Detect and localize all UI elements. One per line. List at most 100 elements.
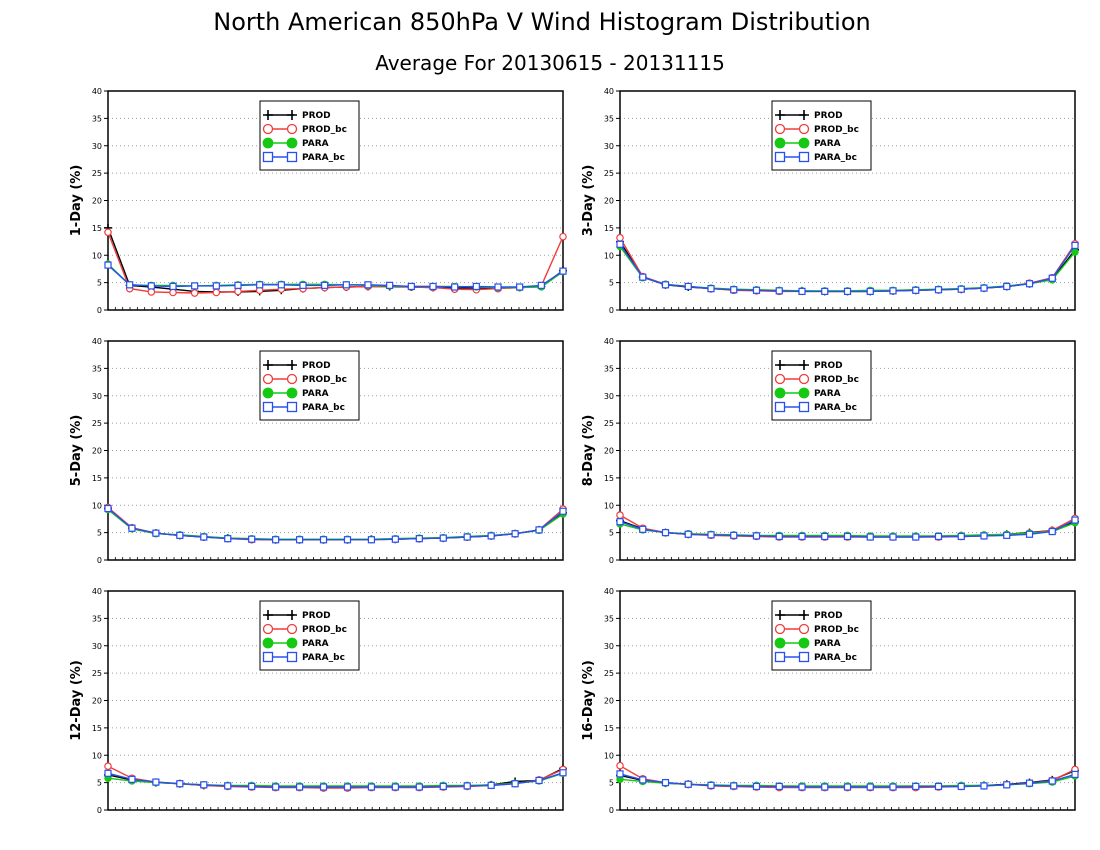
legend-label: PARA: [302, 139, 329, 149]
data-point: [821, 783, 829, 791]
legend-label: PARA: [814, 139, 841, 149]
y-tick-label: 40: [92, 87, 102, 96]
data-point: [191, 282, 199, 290]
y-tick-label: 0: [97, 306, 102, 315]
y-axis-label: 5-Day (%): [69, 415, 84, 487]
data-point: [1003, 531, 1011, 539]
data-point: [487, 532, 495, 540]
data-point: [559, 507, 567, 515]
data-point: [821, 287, 829, 295]
chart-title: North American 850hPa V Wind Histogram D…: [213, 8, 870, 36]
data-point: [537, 281, 545, 289]
legend-label: PROD: [302, 111, 331, 121]
legend-marker: [262, 637, 274, 649]
data-point: [1025, 779, 1034, 787]
data-point: [912, 286, 920, 294]
legend-marker: [774, 373, 786, 385]
legend-label: PROD: [814, 111, 843, 121]
data-point: [661, 529, 670, 537]
data-point: [1071, 241, 1079, 249]
data-point: [616, 518, 624, 526]
legend-marker: [774, 137, 786, 149]
y-tick-label: 30: [92, 142, 102, 151]
y-tick-label: 25: [92, 419, 102, 428]
data-point: [295, 783, 304, 791]
data-point: [639, 525, 647, 533]
data-point: [463, 782, 471, 790]
legend-label: PARA_bc: [814, 403, 857, 413]
legend-marker: [286, 137, 298, 149]
y-tick-label: 40: [604, 337, 614, 346]
data-point: [169, 282, 177, 291]
y-axis-label: 16-Day (%): [581, 660, 596, 741]
legend-marker: [287, 110, 297, 120]
data-point: [407, 282, 415, 291]
data-point: [889, 287, 897, 295]
legend: PROD PROD_bc PARA PARA_bc: [771, 100, 872, 171]
y-tick-label: 25: [604, 669, 614, 678]
data-point: [364, 281, 372, 289]
data-point: [248, 535, 256, 543]
data-point: [212, 282, 220, 290]
data-point: [535, 526, 543, 534]
legend-label: PROD_bc: [814, 125, 859, 135]
data-point: [980, 782, 988, 790]
data-point: [169, 288, 177, 297]
chart-panel-5: 0 5 10 15 20 25 30 35 40 12-Day (%) PROD PROD_bc PAR…: [69, 587, 567, 815]
data-point: [439, 534, 447, 542]
data-point: [224, 535, 232, 543]
data-point: [295, 536, 304, 544]
data-point: [843, 287, 852, 295]
data-point: [775, 782, 783, 791]
legend-label: PARA_bc: [814, 153, 857, 163]
legend-marker: [263, 110, 273, 120]
y-tick-label: 25: [604, 169, 614, 178]
data-point: [451, 283, 459, 291]
data-point: [190, 289, 199, 297]
data-point: [1048, 777, 1056, 785]
data-point: [866, 533, 874, 541]
legend-marker: [799, 110, 809, 120]
legend-marker: [798, 123, 810, 135]
legend-label: PARA_bc: [302, 153, 345, 163]
legend-label: PROD_bc: [302, 375, 347, 385]
y-tick-label: 10: [92, 751, 102, 760]
data-point: [277, 281, 285, 289]
y-tick-label: 25: [92, 669, 102, 678]
data-point: [128, 775, 136, 783]
data-point: [730, 286, 738, 294]
legend-box: [771, 350, 872, 421]
y-tick-label: 35: [92, 364, 102, 373]
y-tick-label: 35: [92, 614, 102, 623]
data-point: [104, 261, 112, 269]
legend-marker: [798, 137, 810, 149]
data-point: [889, 533, 897, 541]
y-tick-label: 20: [92, 197, 102, 206]
chart-subtitle: Average For 20130615 - 20131115: [375, 51, 725, 75]
data-point: [1048, 527, 1056, 536]
data-point: [176, 780, 184, 788]
legend-marker: [774, 623, 786, 635]
y-tick-label: 30: [604, 392, 614, 401]
y-tick-label: 40: [92, 337, 102, 346]
legend-box: [771, 600, 872, 671]
legend-marker: [286, 151, 298, 163]
y-axis-label: 8-Day (%): [581, 415, 596, 487]
y-tick-label: 25: [604, 419, 614, 428]
legend: PROD PROD_bc PARA PARA_bc: [259, 600, 360, 671]
data-point: [616, 240, 624, 248]
chart-panel-3: 0 5 10 15 20 25 30 35 40 5-Day (%) PROD PROD_bc PARA…: [69, 337, 567, 565]
series-line-prod-bc: [107, 232, 564, 294]
y-tick-label: 5: [609, 279, 614, 288]
legend-marker: [774, 151, 786, 163]
data-point: [1003, 781, 1011, 789]
y-tick-label: 10: [604, 751, 614, 760]
y-tick-label: 15: [604, 224, 614, 233]
legend-marker: [799, 360, 809, 370]
y-tick-label: 15: [604, 724, 614, 733]
legend: PROD PROD_bc PARA PARA_bc: [771, 600, 872, 671]
data-point: [639, 273, 647, 281]
data-point: [234, 287, 242, 296]
legend-marker: [286, 651, 298, 663]
legend-marker: [262, 387, 274, 399]
